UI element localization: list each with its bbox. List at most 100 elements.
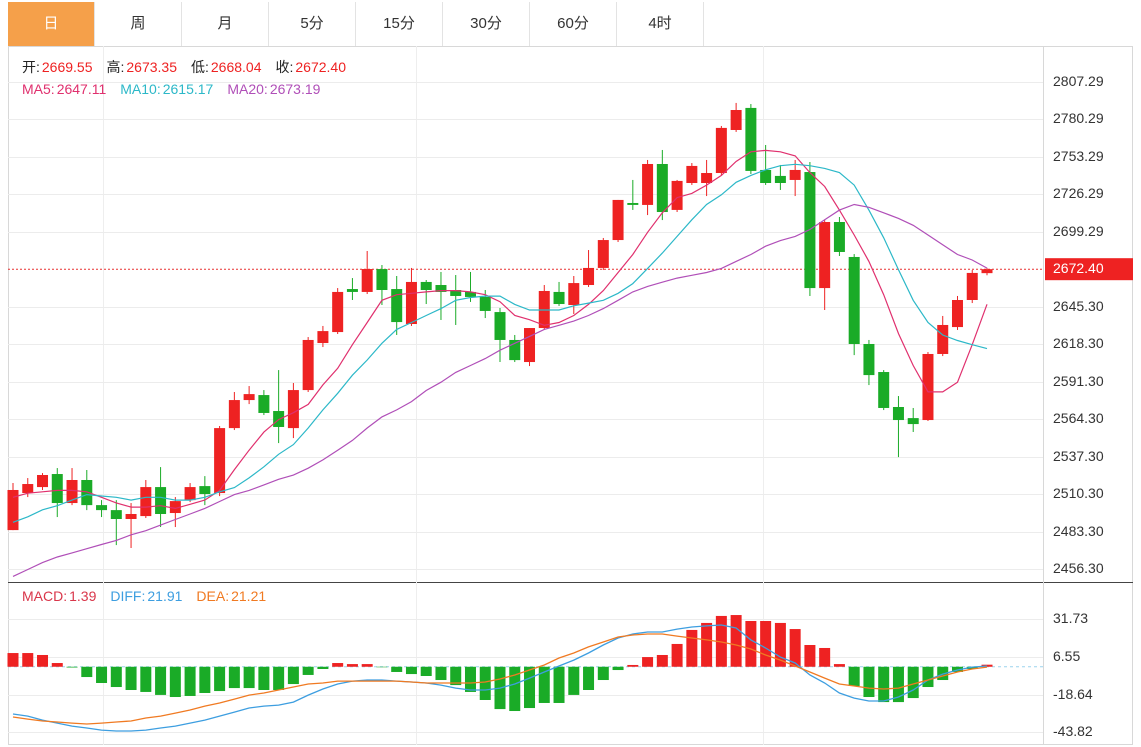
macd-bar: [51, 663, 63, 667]
macd-bar: [819, 647, 831, 667]
macd-bar: [774, 622, 786, 667]
candle-body: [450, 290, 462, 296]
macd-bar: [420, 666, 432, 676]
macd-bar: [730, 615, 742, 667]
ma-line: [12, 163, 988, 523]
candle-body: [346, 289, 358, 292]
macd-bar: [317, 666, 329, 669]
candle-body: [464, 291, 476, 297]
candle-body: [937, 324, 949, 354]
macd-bar: [981, 664, 993, 667]
legend-value: 21.91: [147, 588, 182, 604]
period-tab[interactable]: 周: [95, 2, 182, 46]
macd-bar: [848, 666, 860, 686]
macd-bar: [214, 666, 226, 692]
macd-bar: [878, 666, 890, 703]
candle-body: [66, 479, 78, 504]
candle-body: [22, 484, 34, 494]
legend-value: 2647.11: [57, 81, 107, 97]
period-tab[interactable]: 30分: [443, 2, 530, 46]
candle-body: [140, 487, 152, 517]
candle-body: [81, 479, 93, 506]
y-tick-label: 2591.30: [1053, 373, 1104, 389]
last-price-tag: [1045, 258, 1133, 281]
candle-body: [671, 180, 683, 210]
candle-body: [155, 487, 167, 514]
candle-body: [287, 390, 299, 429]
macd-bar: [287, 666, 299, 685]
candle-body: [125, 513, 137, 519]
candle-body: [243, 394, 255, 401]
macd-bar: [656, 654, 668, 667]
macd-bar: [332, 663, 344, 667]
candle-body: [583, 267, 595, 286]
y-tick-label: 2645.30: [1053, 298, 1104, 314]
macd-bar: [538, 666, 550, 703]
macd-bar: [922, 666, 934, 688]
macd-bar: [464, 666, 476, 692]
candle-body: [376, 269, 388, 291]
period-tab[interactable]: 60分: [530, 2, 617, 46]
macd-bar: [302, 666, 314, 675]
macd-bar: [155, 666, 167, 695]
ma-line: [12, 203, 988, 577]
legend-value: 2615.17: [163, 81, 214, 97]
macd-bar: [553, 666, 565, 703]
candle-body: [332, 291, 344, 333]
legend-label: DIFF:: [110, 588, 145, 604]
candle-body: [258, 395, 270, 413]
y-tick-label: -18.64: [1053, 686, 1093, 702]
period-tab[interactable]: 4时: [617, 2, 704, 46]
legend-value: 1.39: [69, 588, 96, 604]
candle-body: [701, 173, 713, 184]
candle-body: [110, 510, 122, 519]
macd-bar: [701, 622, 713, 667]
candle-body: [745, 107, 757, 171]
candle-body: [479, 296, 491, 311]
period-tab[interactable]: 15分: [356, 2, 443, 46]
candle-body: [435, 285, 447, 292]
candle-body: [7, 489, 19, 531]
macd-bar: [391, 666, 403, 672]
candle-body: [361, 269, 373, 292]
macd-bar: [346, 664, 358, 667]
period-tab[interactable]: 月: [182, 2, 269, 46]
candle-body: [878, 372, 890, 408]
candle-body: [302, 339, 314, 391]
macd-bar: [863, 666, 875, 698]
candle-body: [553, 291, 565, 305]
macd-bar: [376, 666, 388, 668]
legend-value: 2672.40: [295, 59, 346, 75]
legend: 开: 2669.55 高: 2673.35 低: 2668.04 收: 2672.40: [22, 59, 346, 75]
macd-bar: [583, 666, 595, 691]
macd-bar: [568, 666, 580, 695]
macd-bar: [627, 664, 639, 667]
candle-body: [907, 418, 919, 425]
y-tick-label: 2483.30: [1053, 523, 1104, 539]
macd-bar: [22, 653, 34, 667]
legend-label: 开:: [22, 59, 40, 75]
macd-bar: [760, 621, 772, 667]
macd-bar: [140, 666, 152, 692]
legend-label: DEA:: [196, 588, 229, 604]
macd-bar: [273, 666, 285, 691]
macd-line: [12, 633, 988, 725]
macd-bar: [479, 666, 491, 700]
y-tick-label: 2564.30: [1053, 410, 1104, 426]
y-tick-label: 2753.29: [1053, 148, 1104, 164]
period-tab[interactable]: 日: [8, 2, 95, 46]
y-tick-label: 2618.30: [1053, 335, 1104, 351]
candle-body: [317, 331, 329, 344]
macd-bar: [597, 666, 609, 681]
candle-body: [214, 428, 226, 494]
period-tab[interactable]: 5分: [269, 2, 356, 46]
macd-bar: [96, 666, 108, 684]
last-price-label: 2672.40: [1053, 260, 1104, 276]
y-tick-label: 2699.29: [1053, 223, 1104, 239]
macd-bar: [405, 666, 417, 675]
legend-value: 2673.35: [126, 59, 177, 75]
candle-body: [509, 339, 521, 361]
macd-bar: [243, 666, 255, 689]
